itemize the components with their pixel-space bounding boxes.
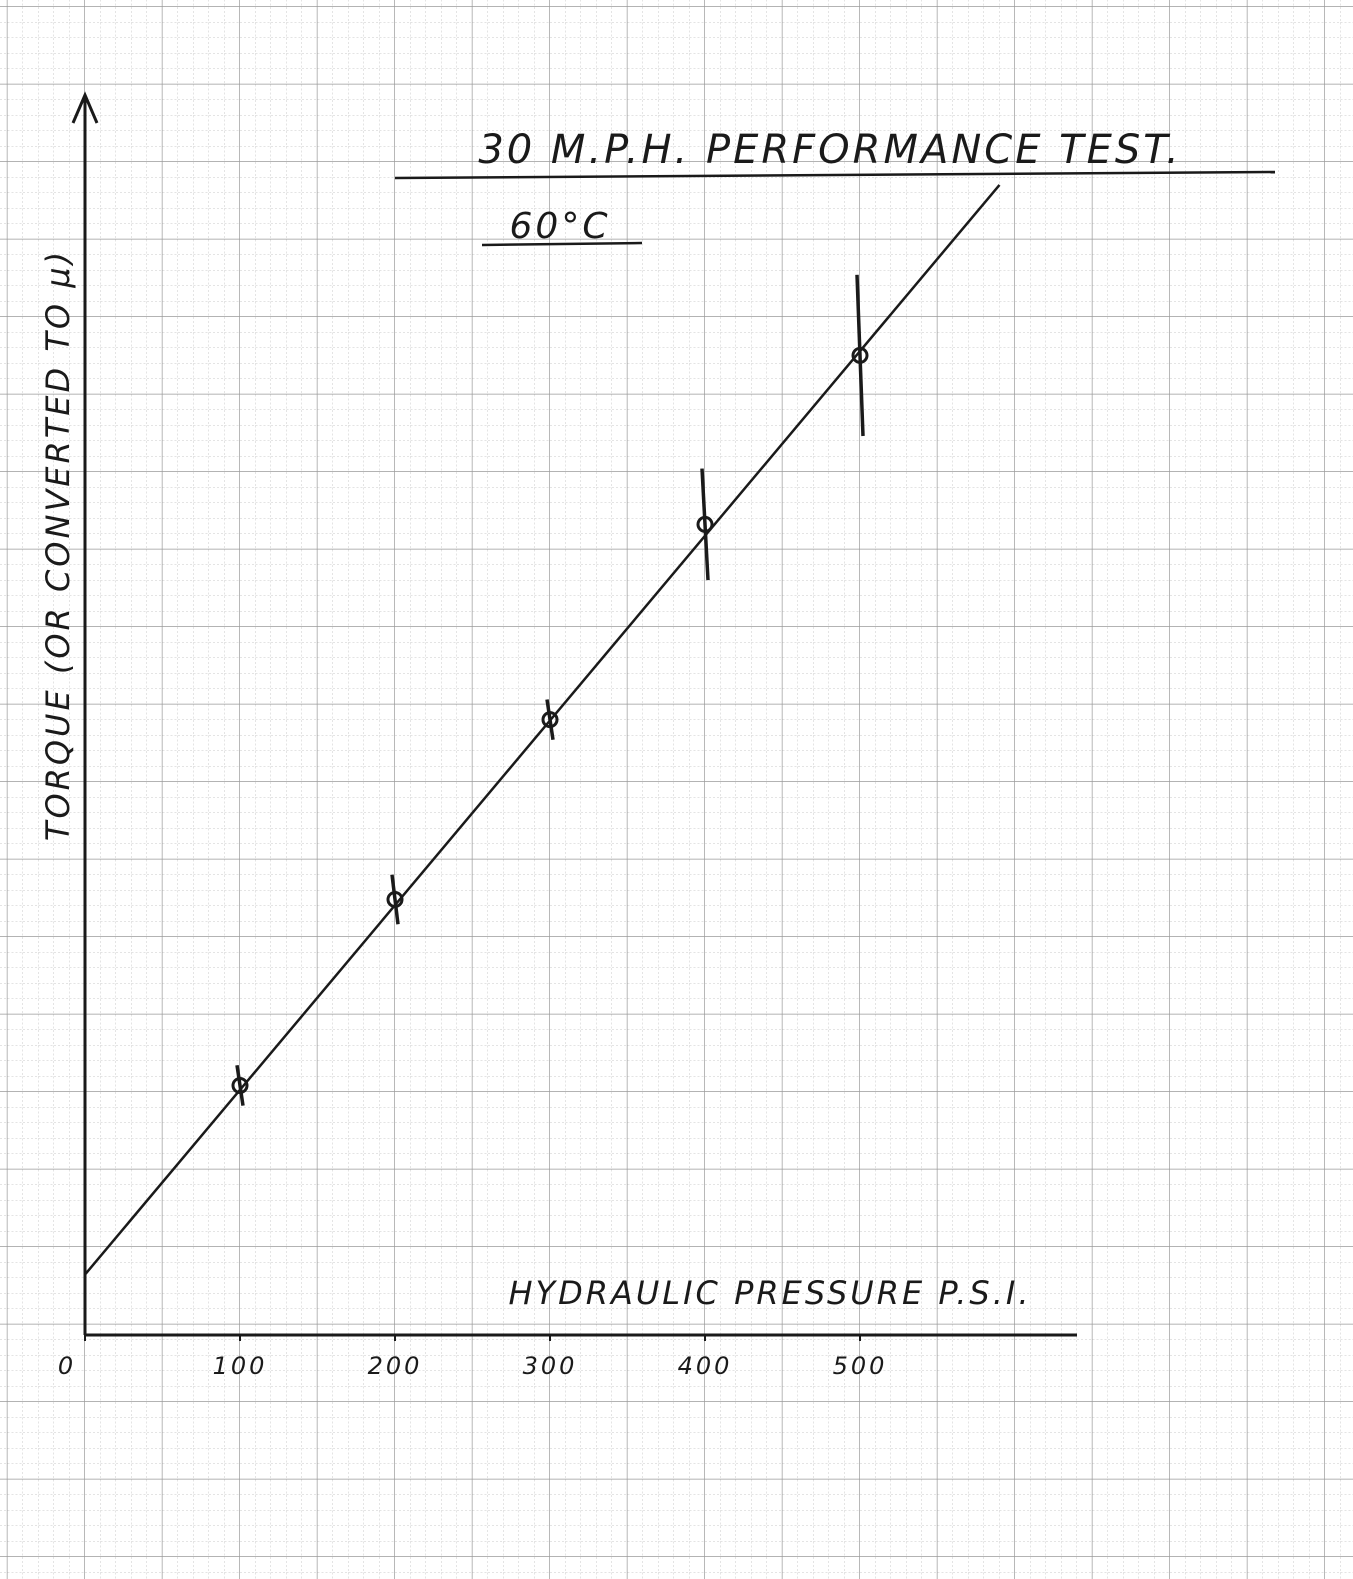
error-bar [235, 1065, 245, 1106]
y-axis-arrow [71, 91, 99, 124]
y-axis-label: TORQUE (OR CONVERTED TO μ) [39, 249, 77, 841]
x-tick-label: 200 [368, 1352, 423, 1380]
x-tick-label: 500 [833, 1352, 888, 1380]
data-point [851, 346, 869, 364]
x-tick-label: 400 [678, 1352, 733, 1380]
subtitle-underline [481, 241, 643, 247]
chart-title: 30 M.P.H. PERFORMANCE TEST. [478, 127, 1181, 173]
chart-subtitle: 60°C [510, 206, 611, 247]
error-bar [545, 699, 555, 741]
x-tick-label: 300 [523, 1352, 578, 1380]
error-bar [700, 468, 710, 581]
x-axis-label: HYDRAULIC PRESSURE P.S.I. [508, 1274, 1031, 1312]
data-point [696, 515, 714, 533]
data-point [386, 890, 404, 908]
data-point [541, 711, 559, 729]
title-underline [394, 170, 1276, 180]
data-point [231, 1076, 249, 1094]
x-tick-label: 0 [58, 1352, 76, 1380]
error-bar [390, 874, 400, 925]
x-tick-label: 100 [213, 1352, 268, 1380]
error-bar [855, 274, 865, 437]
